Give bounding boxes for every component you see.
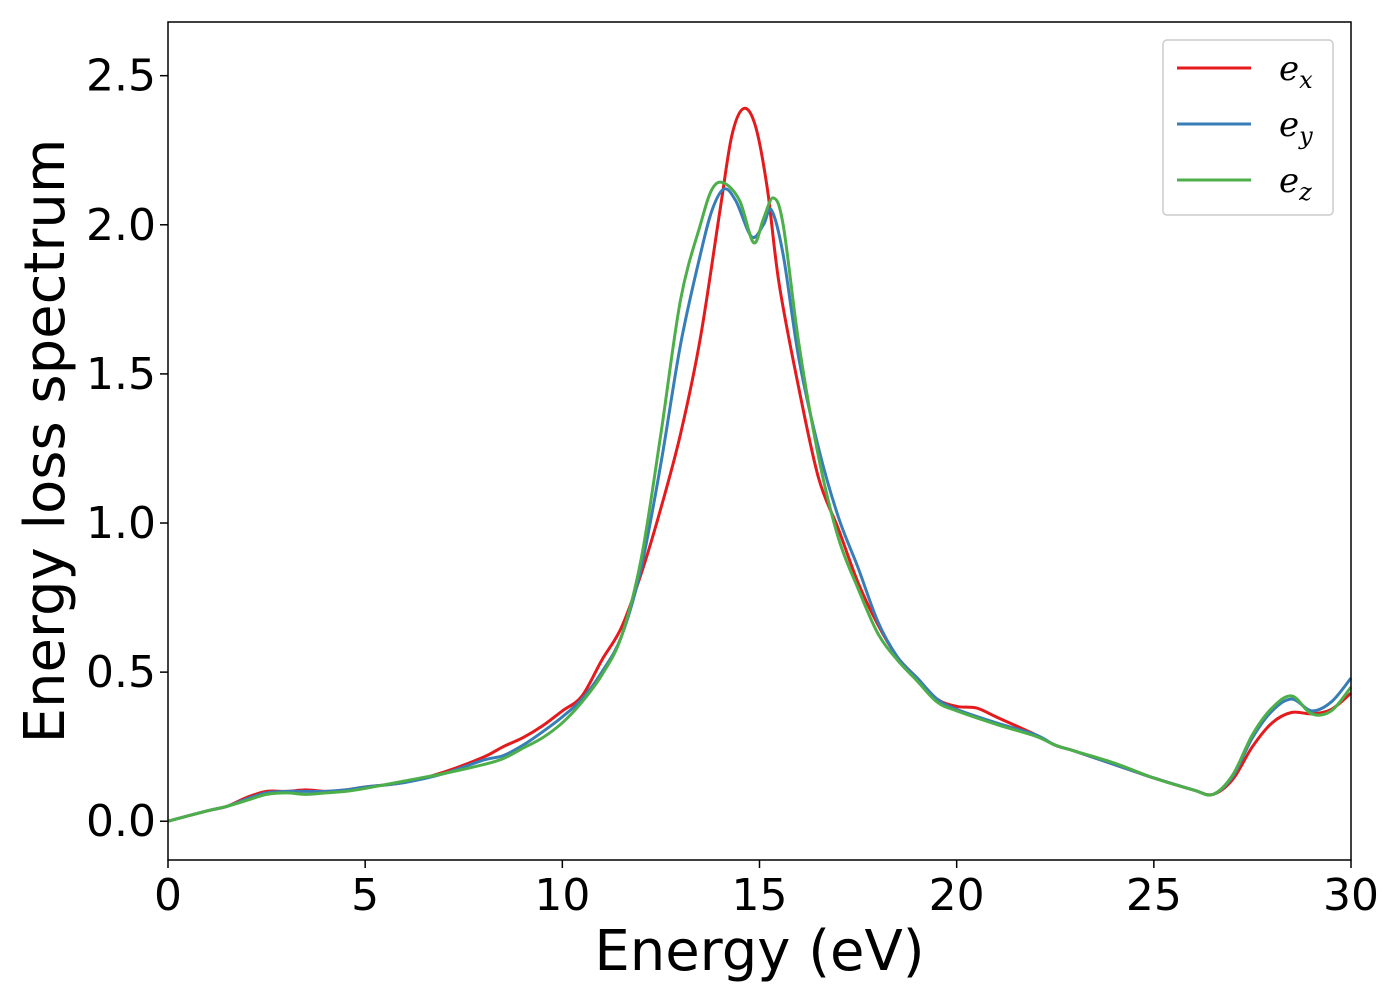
legend: ex ey ez bbox=[1162, 39, 1334, 216]
x-axis-ticks: 0 5 10 15 20 25 30 bbox=[154, 860, 1379, 921]
legend-box bbox=[1162, 39, 1334, 216]
x-tick-label: 15 bbox=[732, 870, 788, 921]
x-tick-label: 10 bbox=[534, 870, 590, 921]
x-tick-label: 20 bbox=[929, 870, 985, 921]
y-tick-label: 2.5 bbox=[86, 51, 156, 102]
y-tick-label: 0.0 bbox=[86, 796, 156, 847]
y-tick-label: 0.5 bbox=[86, 647, 156, 698]
legend-entry-label: ex bbox=[1279, 49, 1313, 94]
series-line-ey bbox=[167, 187, 1353, 823]
x-tick-label: 5 bbox=[351, 870, 379, 921]
series-line-ez bbox=[167, 180, 1353, 823]
legend-entry-label: ez bbox=[1279, 161, 1312, 206]
x-tick-label: 30 bbox=[1323, 870, 1379, 921]
x-axis-label: Energy (eV) bbox=[594, 919, 924, 984]
y-axis-label: Energy loss spectrum bbox=[13, 139, 78, 744]
x-tick-label: 25 bbox=[1126, 870, 1182, 921]
y-tick-label: 2.0 bbox=[86, 200, 156, 251]
series-layer bbox=[167, 106, 1353, 823]
x-tick-label: 0 bbox=[154, 870, 182, 921]
y-tick-label: 1.0 bbox=[86, 498, 156, 549]
legend-entry-label: ey bbox=[1279, 105, 1313, 150]
y-axis-ticks: 0.0 0.5 1.0 1.5 2.0 2.5 bbox=[86, 51, 168, 847]
y-tick-label: 1.5 bbox=[86, 349, 156, 400]
